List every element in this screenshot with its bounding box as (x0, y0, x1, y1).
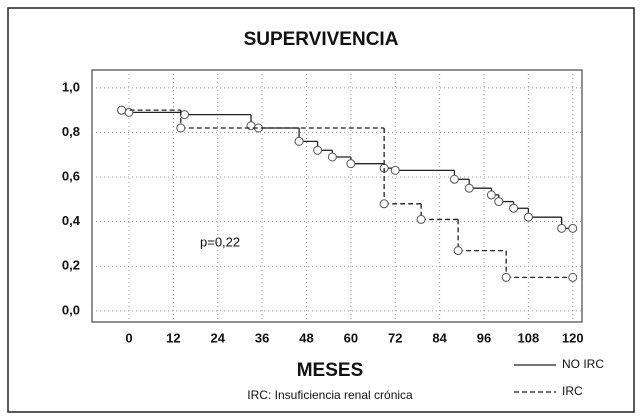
event-marker (568, 272, 578, 282)
event-marker (449, 174, 459, 184)
event-marker (176, 123, 186, 133)
x-tick-label: 12 (166, 330, 180, 345)
y-tick-label: 0,8 (62, 124, 80, 139)
x-tick-label: 60 (344, 330, 358, 345)
x-axis-label: MESES (297, 360, 364, 381)
x-tick-label: 0 (125, 330, 132, 345)
event-marker (523, 212, 533, 222)
annotation: p=0,22 (200, 234, 240, 249)
x-tick-label: 48 (299, 330, 313, 345)
legend-label: NO IRC (562, 357, 604, 371)
x-tick-label: 72 (388, 330, 402, 345)
event-marker (416, 214, 426, 224)
event-marker (568, 223, 578, 233)
frame (7, 7, 635, 413)
event-marker (379, 199, 389, 209)
x-tick-label: 24 (211, 330, 226, 345)
event-marker (453, 246, 463, 256)
event-marker (557, 223, 567, 233)
plot-area (91, 69, 583, 323)
event-marker (313, 145, 323, 155)
x-tick-label: 96 (477, 330, 491, 345)
y-tick-label: 0,2 (62, 258, 80, 273)
legend-label: IRC (562, 384, 583, 398)
y-tick-label: 1,0 (62, 79, 80, 94)
event-marker (390, 165, 400, 175)
event-marker (486, 190, 496, 200)
event-marker (501, 272, 511, 282)
y-tick-label: 0,4 (62, 213, 81, 228)
event-marker (346, 159, 356, 169)
footnote: IRC: Insuficiencia renal crónica (247, 388, 413, 402)
y-tick-label: 0,6 (62, 168, 80, 183)
event-marker (494, 197, 504, 207)
event-marker (179, 110, 189, 120)
event-marker (117, 105, 127, 115)
y-tick-label: 0,0 (62, 302, 80, 317)
x-tick-label: 120 (562, 330, 584, 345)
x-tick-label: 108 (518, 330, 540, 345)
event-marker (294, 136, 304, 146)
x-tick-label: 36 (255, 330, 269, 345)
chart-title: SUPERVIVENCIA (244, 29, 399, 50)
event-marker (509, 203, 519, 213)
x-tick-label: 84 (432, 330, 447, 345)
event-marker (327, 152, 337, 162)
event-marker (464, 183, 474, 193)
